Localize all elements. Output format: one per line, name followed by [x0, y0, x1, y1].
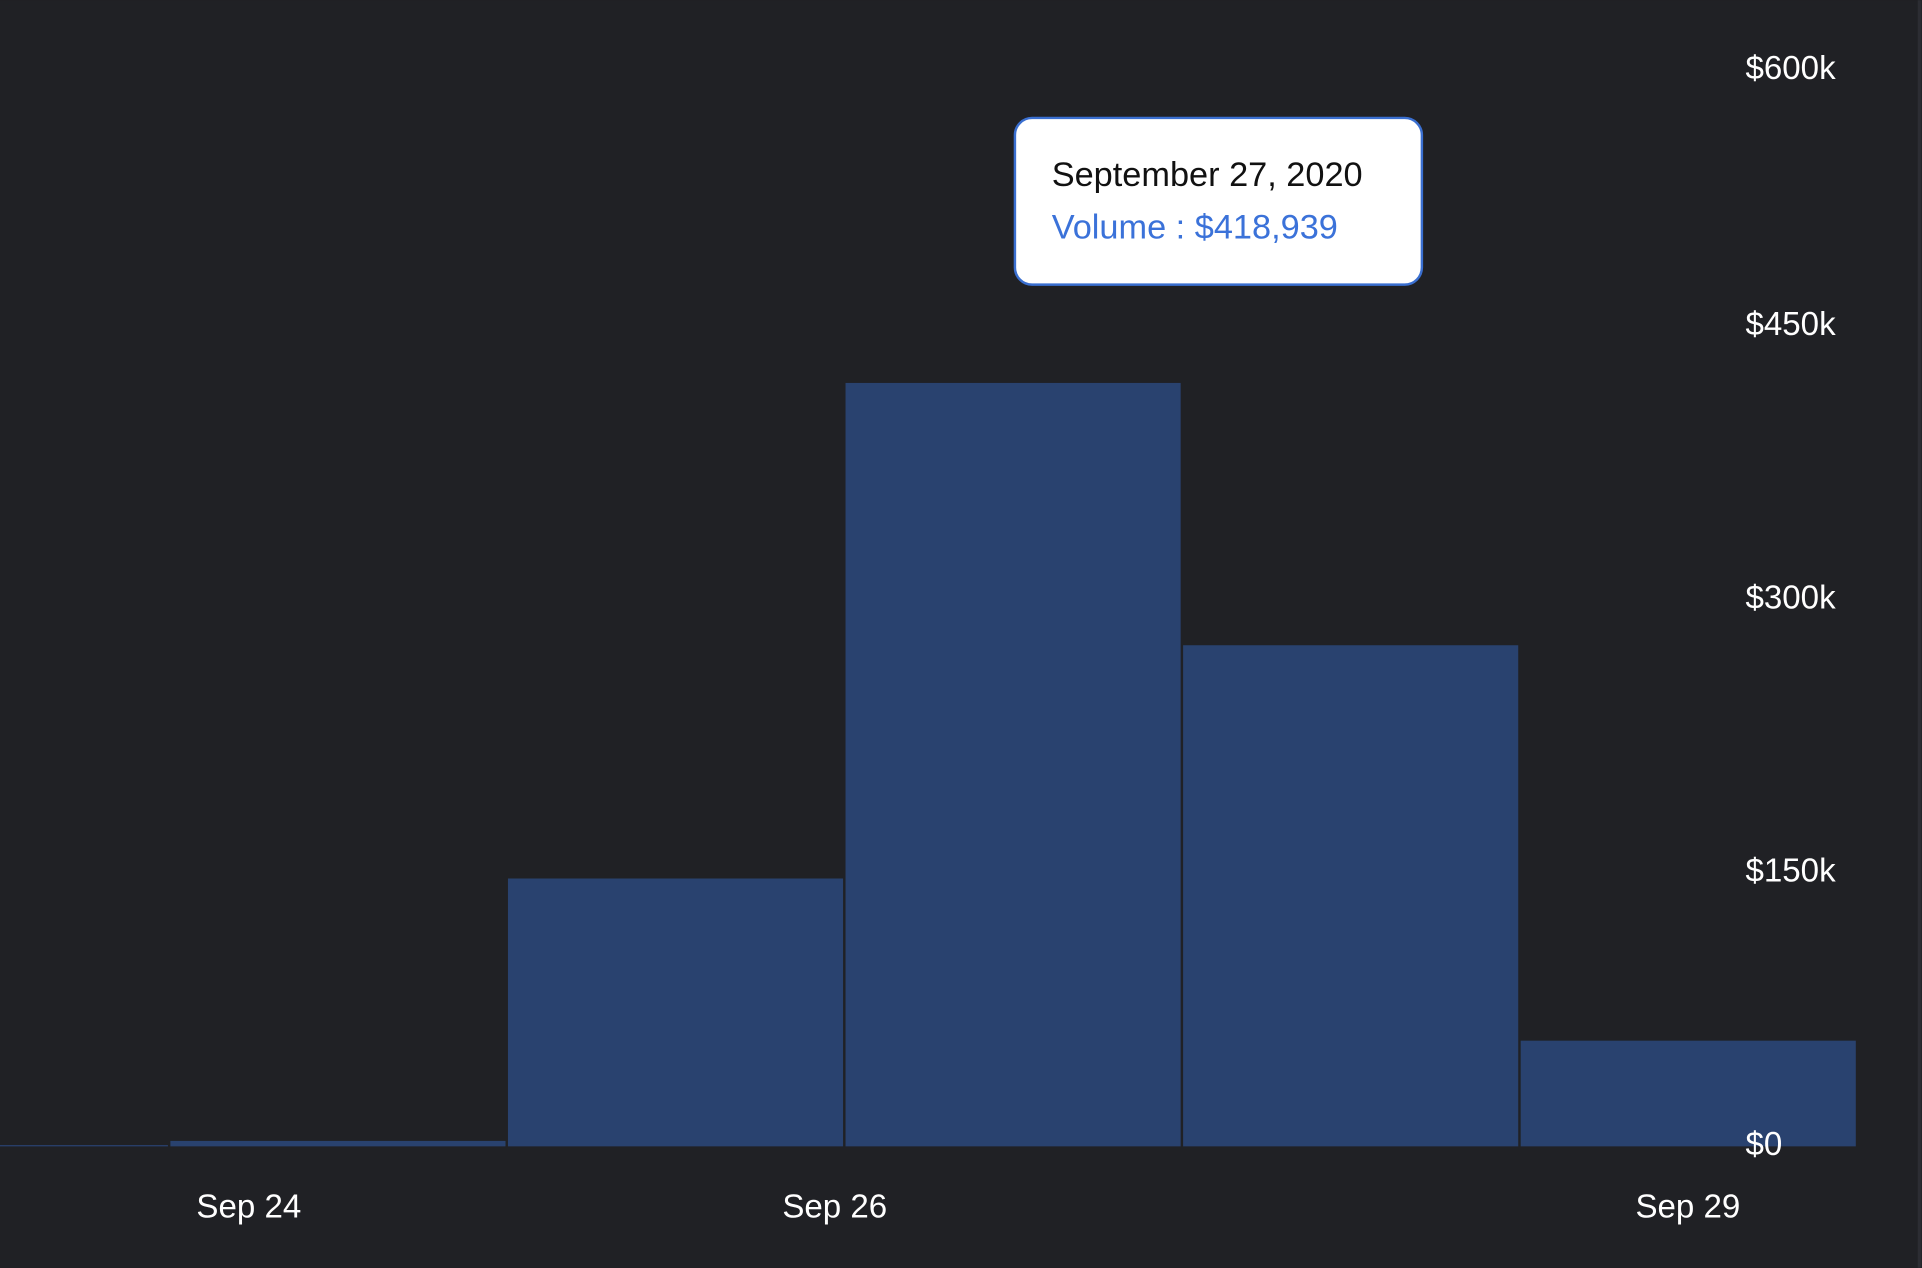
- x-tick-label: Sep 26: [782, 1189, 887, 1226]
- bar: [170, 1140, 506, 1147]
- y-tick-label: $0: [1745, 1126, 1782, 1163]
- bar: [0, 1145, 168, 1147]
- tooltip: September 27, 2020 Volume : $418,939: [1013, 116, 1424, 286]
- tooltip-value: Volume : $418,939: [1052, 209, 1338, 247]
- bars: [0, 382, 1856, 1147]
- bar: [1183, 645, 1519, 1147]
- y-tick-label: $300k: [1745, 579, 1836, 616]
- y-tick-label: $450k: [1745, 306, 1836, 343]
- y-tick-label: $150k: [1745, 853, 1836, 890]
- bar: [845, 382, 1181, 1147]
- labels: $0 $150k $300k $450k $600k Sep 24 Sep 26 Sep 29: [196, 50, 1836, 1226]
- x-tick-label: Sep 29: [1635, 1189, 1740, 1226]
- y-tick-label: $600k: [1745, 50, 1836, 87]
- bar: [507, 878, 844, 1147]
- bar: [1520, 1040, 1856, 1147]
- x-tick-label: Sep 24: [196, 1189, 301, 1226]
- tooltip-box: [1013, 116, 1424, 286]
- tooltip-date: September 27, 2020: [1052, 156, 1363, 194]
